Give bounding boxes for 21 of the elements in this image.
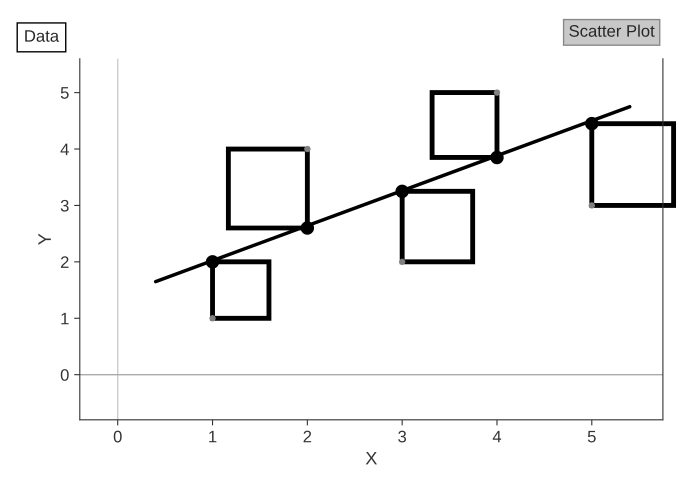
x-tick-label: 3 bbox=[398, 430, 406, 442]
text: Scatter Plot bbox=[569, 24, 655, 37]
x-axis-title: X bbox=[366, 452, 377, 464]
point bbox=[490, 150, 504, 164]
y-tick-label: 1 bbox=[61, 312, 69, 324]
y-tick-label: 5 bbox=[60, 87, 69, 99]
y-tick-label: 0 bbox=[60, 369, 69, 381]
point bbox=[585, 116, 599, 130]
y-tick-label: 2 bbox=[60, 256, 69, 268]
x-tick-label: 1 bbox=[209, 430, 216, 442]
point bbox=[395, 184, 409, 198]
y-tick-label: 3 bbox=[60, 200, 69, 212]
text: Data bbox=[25, 30, 60, 42]
x-tick-label: 2 bbox=[304, 430, 312, 442]
x-tick-label: 0 bbox=[114, 430, 122, 442]
x-tick-label: 5 bbox=[588, 430, 596, 442]
point bbox=[206, 255, 220, 269]
point bbox=[300, 221, 314, 235]
y-axis-title: Y bbox=[38, 234, 51, 245]
x-tick-label: 4 bbox=[492, 430, 502, 442]
y-tick-label: 4 bbox=[60, 144, 69, 156]
